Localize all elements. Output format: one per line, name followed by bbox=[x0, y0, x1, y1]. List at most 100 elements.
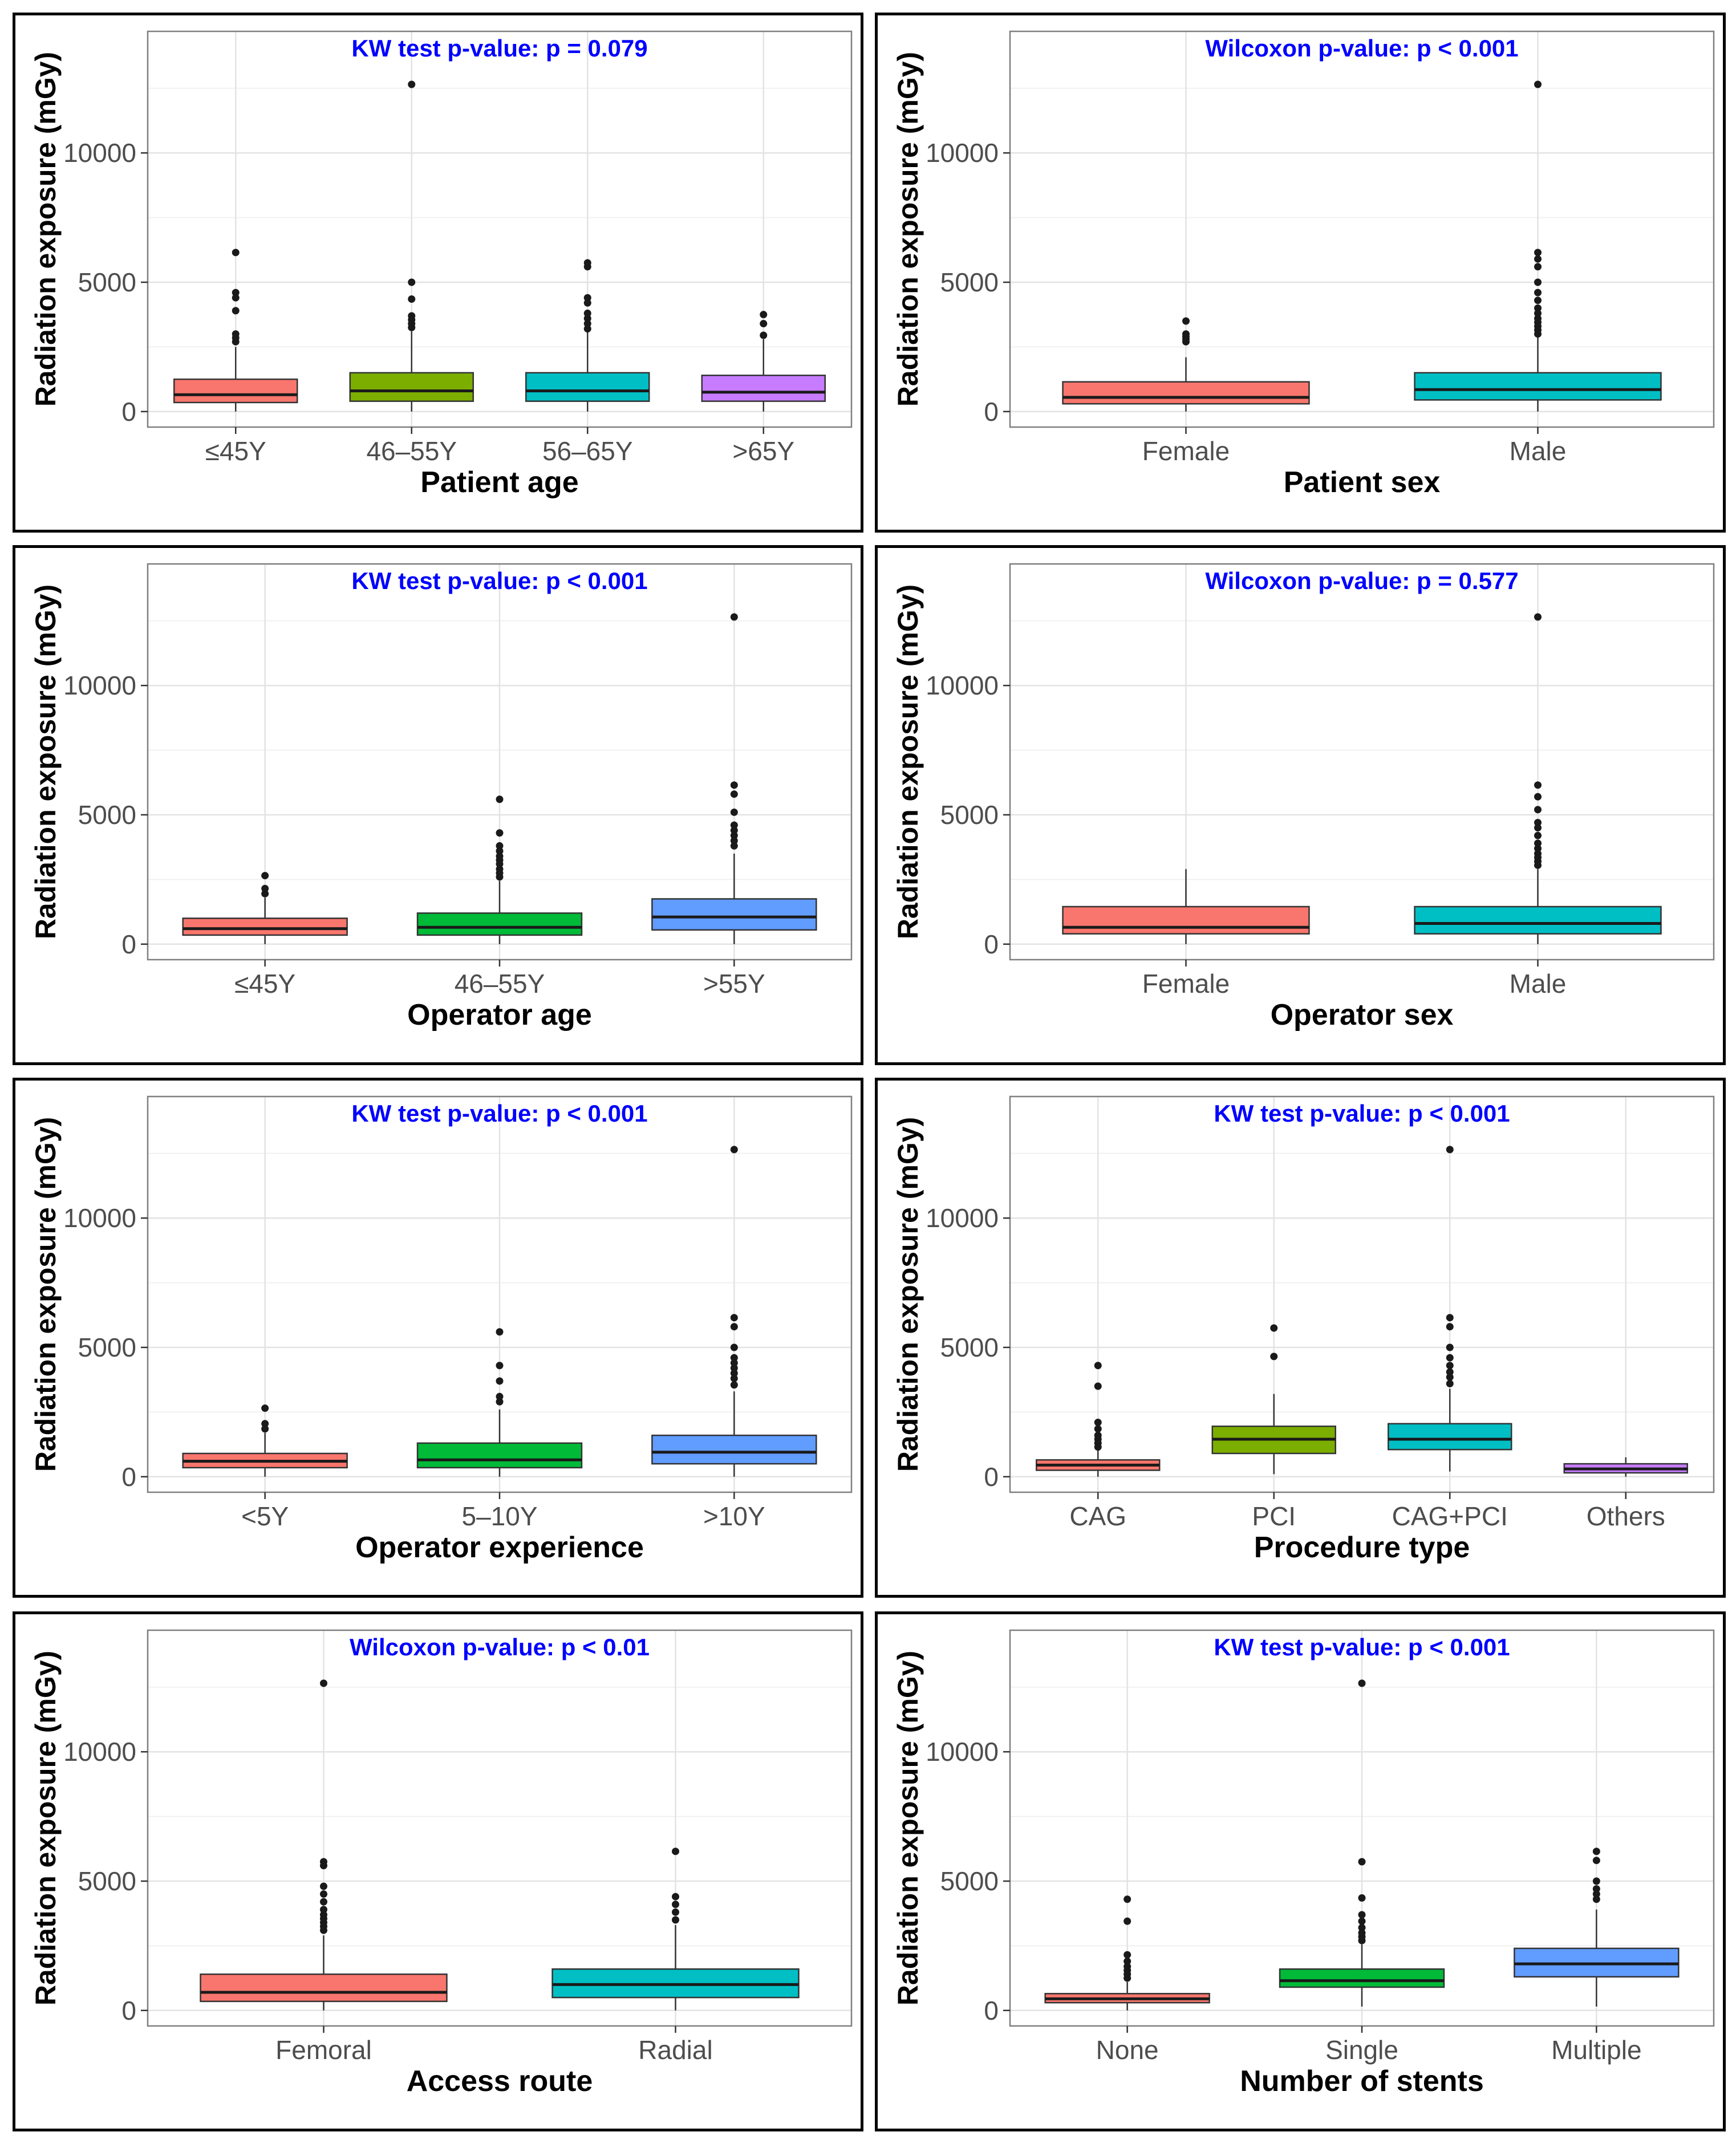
y-tick-label: 10000 bbox=[926, 138, 999, 168]
outlier-point bbox=[1094, 1362, 1102, 1370]
outlier-point bbox=[1446, 1368, 1454, 1376]
outlier-point bbox=[1534, 80, 1542, 88]
x-tick-label: 46–55Y bbox=[366, 436, 457, 466]
y-axis-title: Radiation exposure (mGy) bbox=[30, 584, 62, 939]
chart-title: KW test p-value: p < 0.001 bbox=[1214, 1634, 1510, 1660]
x-tick-label: ≤45Y bbox=[205, 436, 266, 466]
outlier-point bbox=[261, 1404, 269, 1412]
panel-operator-age: 0 5000 10000 ≤45Y 46–55Y >55Y Operator age Radi… bbox=[13, 545, 863, 1065]
x-tick-label: >55Y bbox=[703, 969, 765, 998]
box-2 bbox=[416, 1328, 583, 1477]
x-axis-title: Number of stents bbox=[1240, 2065, 1484, 2098]
outlier-point bbox=[261, 890, 269, 898]
box-body bbox=[651, 898, 817, 931]
outlier-point bbox=[730, 1369, 738, 1377]
outlier-point bbox=[1094, 1431, 1102, 1439]
panel-number-of-stents: 0 5000 10000 None Single Multiple Number of st… bbox=[875, 1611, 1726, 2131]
outlier-point bbox=[583, 309, 591, 317]
outlier-point bbox=[583, 299, 591, 307]
x-tick-label: Multiple bbox=[1551, 2035, 1642, 2065]
outlier-point bbox=[1270, 1324, 1278, 1332]
x-tick-label: CAG+PCI bbox=[1392, 1501, 1508, 1531]
outlier-point bbox=[730, 1323, 738, 1331]
x-tick-label: Female bbox=[1142, 436, 1230, 466]
y-axis-title: Radiation exposure (mGy) bbox=[892, 584, 924, 939]
y-tick-label: 0 bbox=[121, 1462, 136, 1492]
y-axis-title: Radiation exposure (mGy) bbox=[892, 1117, 924, 1472]
outlier-point bbox=[1094, 1382, 1102, 1390]
plot-background bbox=[148, 31, 851, 427]
outlier-point bbox=[261, 872, 269, 880]
outlier-point bbox=[496, 1328, 504, 1336]
chart-title: KW test p-value: p < 0.001 bbox=[351, 1100, 647, 1127]
box-body bbox=[1414, 372, 1662, 401]
outlier-point bbox=[408, 278, 416, 286]
x-tick-label: None bbox=[1096, 2035, 1159, 2065]
panel-patient-sex: 0 5000 10000 Female Male Patient sex Radiation… bbox=[875, 13, 1726, 533]
y-tick-label: 0 bbox=[121, 929, 136, 959]
outlier-point bbox=[261, 884, 269, 892]
chart-svg: 0 5000 10000 None Single Multiple Number of st… bbox=[892, 1629, 1715, 2098]
outlier-point bbox=[730, 808, 738, 816]
outlier-point bbox=[320, 1882, 327, 1890]
y-tick-label: 0 bbox=[121, 397, 136, 427]
outlier-point bbox=[1534, 613, 1542, 621]
outlier-point bbox=[320, 1906, 327, 1914]
box-body bbox=[416, 912, 583, 936]
box-3 bbox=[1514, 1847, 1680, 2007]
outlier-point bbox=[496, 852, 504, 860]
outlier-point bbox=[408, 295, 416, 303]
panel-access-route: 0 5000 10000 Femoral Radial Access route Radia… bbox=[13, 1611, 863, 2131]
outlier-point bbox=[232, 330, 240, 338]
chart-svg: 0 5000 10000 Female Male Operator sex Radiatio… bbox=[892, 563, 1715, 1032]
box-body bbox=[1388, 1423, 1512, 1451]
box-body bbox=[1414, 905, 1662, 935]
outlier-point bbox=[232, 249, 240, 257]
outlier-point bbox=[730, 821, 738, 829]
box-body bbox=[651, 1434, 817, 1465]
panel-patient-age: 0 5000 10000 ≤45Y 46–55Y 56–65Y >65Y Patient ag… bbox=[13, 13, 863, 533]
outlier-point bbox=[730, 1146, 738, 1154]
y-tick-label: 5000 bbox=[78, 267, 136, 297]
chart-title: Wilcoxon p-value: p = 0.577 bbox=[1205, 567, 1518, 594]
outlier-point bbox=[672, 1847, 679, 1855]
outlier-point bbox=[1446, 1323, 1454, 1331]
outlier-point bbox=[730, 1374, 738, 1382]
plot-border bbox=[1009, 30, 1715, 428]
box-3 bbox=[1388, 1146, 1512, 1472]
chart-title: KW test p-value: p < 0.001 bbox=[351, 567, 647, 594]
y-axis-title: Radiation exposure (mGy) bbox=[30, 1651, 62, 2005]
outlier-point bbox=[1534, 297, 1542, 304]
y-tick-label: 0 bbox=[121, 1996, 136, 2025]
outlier-point bbox=[760, 311, 768, 319]
outlier-point bbox=[496, 1377, 504, 1385]
outlier-point bbox=[1123, 1917, 1131, 1925]
outlier-point bbox=[1592, 1847, 1600, 1855]
y-axis-title: Radiation exposure (mGy) bbox=[892, 52, 924, 407]
panel-operator-experience: 0 5000 10000 <5Y 5–10Y >10Y Operator experienc… bbox=[13, 1078, 863, 1598]
plot-border bbox=[147, 1629, 853, 2027]
x-tick-label: >65Y bbox=[732, 436, 794, 466]
box-body bbox=[349, 372, 474, 402]
x-axis-title: Procedure type bbox=[1254, 1531, 1470, 1564]
outlier-point bbox=[730, 790, 738, 798]
outlier-point bbox=[1182, 330, 1190, 338]
outlier-point bbox=[1534, 839, 1542, 847]
outlier-point bbox=[1592, 1890, 1600, 1898]
outlier-point bbox=[496, 1398, 504, 1406]
y-tick-label: 5000 bbox=[78, 1866, 136, 1896]
y-axis-title: Radiation exposure (mGy) bbox=[30, 52, 62, 407]
outlier-point bbox=[1534, 819, 1542, 827]
outlier-point bbox=[1446, 1343, 1454, 1351]
outlier-point bbox=[496, 847, 504, 855]
box-body bbox=[701, 375, 826, 402]
box-2 bbox=[349, 80, 474, 412]
y-tick-label: 5000 bbox=[78, 1333, 136, 1362]
outlier-point bbox=[496, 829, 504, 837]
y-tick-label: 5000 bbox=[940, 1333, 999, 1362]
box-3 bbox=[651, 613, 817, 944]
x-tick-label: ≤45Y bbox=[234, 969, 295, 998]
y-tick-label: 0 bbox=[984, 397, 999, 427]
outlier-point bbox=[1094, 1425, 1102, 1433]
x-axis-title: Operator age bbox=[407, 998, 592, 1032]
